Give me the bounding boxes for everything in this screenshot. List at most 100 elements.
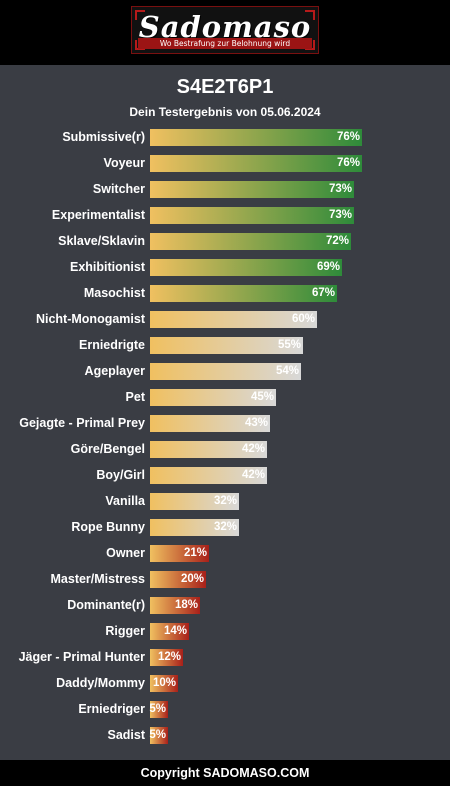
result-bar: 45%: [150, 389, 276, 406]
result-label: Submissive(r): [62, 130, 145, 144]
result-row: Experimentalist 73%: [0, 207, 450, 224]
result-bar: 21%: [150, 545, 209, 562]
result-row: Owner 21%: [0, 545, 450, 562]
result-row: Dominante(r) 18%: [0, 597, 450, 614]
result-label: Erniedrigte: [79, 338, 145, 352]
result-label: Exhibitionist: [70, 260, 145, 274]
result-label: Experimentalist: [51, 208, 145, 222]
result-bar: 14%: [150, 623, 189, 640]
result-bar: 32%: [150, 519, 239, 536]
result-label: Masochist: [83, 286, 145, 300]
result-row: Daddy/Mommy 10%: [0, 675, 450, 692]
result-percent: 72%: [325, 235, 349, 247]
result-row: Masochist 67%: [0, 285, 450, 302]
result-label: Sklave/Sklavin: [58, 234, 145, 248]
result-label: Vanilla: [105, 494, 145, 508]
result-percent: 76%: [336, 131, 360, 143]
result-label: Nicht-Monogamist: [35, 312, 145, 326]
result-percent: 69%: [316, 261, 340, 273]
result-percent: 54%: [275, 365, 299, 377]
result-label: Sadist: [107, 728, 145, 742]
result-bar: 42%: [150, 441, 267, 458]
result-percent: 5%: [149, 703, 166, 715]
result-bar: 10%: [150, 675, 178, 692]
result-label: Boy/Girl: [96, 468, 145, 482]
result-percent: 12%: [157, 651, 181, 663]
result-bar: 32%: [150, 493, 239, 510]
result-percent: 21%: [183, 547, 207, 559]
result-bar: 67%: [150, 285, 337, 302]
result-percent: 76%: [336, 157, 360, 169]
result-row: Nicht-Monogamist 60%: [0, 311, 450, 328]
result-row: Gejagte - Primal Prey 43%: [0, 415, 450, 432]
result-row: Exhibitionist 69%: [0, 259, 450, 276]
result-label: Jäger - Primal Hunter: [18, 650, 145, 664]
result-row: Rope Bunny 32%: [0, 519, 450, 536]
result-bar: 5%: [149, 727, 168, 744]
result-percent: 45%: [250, 391, 274, 403]
result-label: Voyeur: [103, 156, 145, 170]
result-bar: 73%: [150, 207, 354, 224]
result-row: Sklave/Sklavin 72%: [0, 233, 450, 250]
header-bar: Sadomaso Wo Bestrafung zur Belohnung wir…: [0, 0, 450, 65]
result-row: Vanilla 32%: [0, 493, 450, 510]
result-bar: 73%: [150, 181, 354, 198]
result-label: Gejagte - Primal Prey: [19, 416, 145, 430]
result-bar: 12%: [150, 649, 183, 666]
result-row: Submissive(r) 76%: [0, 129, 450, 146]
result-percent: 60%: [291, 313, 315, 325]
result-row: Göre/Bengel 42%: [0, 441, 450, 458]
logo-tagline: Wo Bestrafung zur Belohnung wird: [138, 38, 312, 49]
result-row: Rigger 14%: [0, 623, 450, 640]
result-row: Boy/Girl 42%: [0, 467, 450, 484]
result-row: Pet 45%: [0, 389, 450, 406]
result-label: Daddy/Mommy: [56, 676, 145, 690]
result-percent: 67%: [311, 287, 335, 299]
result-percent: 14%: [163, 625, 187, 637]
result-bar: 18%: [150, 597, 200, 614]
result-bar: 54%: [150, 363, 301, 380]
result-label: Ageplayer: [84, 364, 145, 378]
result-percent: 10%: [152, 677, 176, 689]
result-label: Göre/Bengel: [70, 442, 145, 456]
result-bar: 69%: [150, 259, 342, 276]
result-percent: 42%: [241, 469, 265, 481]
result-label: Owner: [106, 546, 145, 560]
result-row: Switcher 73%: [0, 181, 450, 198]
site-logo[interactable]: Sadomaso Wo Bestrafung zur Belohnung wir…: [131, 6, 319, 54]
result-percent: 18%: [174, 599, 198, 611]
result-row: Ageplayer 54%: [0, 363, 450, 380]
result-row: Master/Mistress 20%: [0, 571, 450, 588]
result-row: Jäger - Primal Hunter 12%: [0, 649, 450, 666]
result-row: Erniedrigte 55%: [0, 337, 450, 354]
logo-corner-ornament: [135, 10, 145, 20]
result-percent: 73%: [328, 183, 352, 195]
result-bar: 72%: [150, 233, 351, 250]
result-label: Switcher: [92, 182, 145, 196]
result-bar: 60%: [150, 311, 317, 328]
result-bar: 43%: [150, 415, 270, 432]
result-percent: 20%: [180, 573, 204, 585]
logo-corner-ornament: [305, 40, 315, 50]
result-percent: 43%: [244, 417, 268, 429]
result-bar: 5%: [149, 701, 168, 718]
result-bar: 20%: [150, 571, 206, 588]
result-percent: 32%: [213, 495, 237, 507]
result-bar: 76%: [150, 155, 362, 172]
result-label: Rope Bunny: [71, 520, 145, 534]
logo-corner-ornament: [135, 40, 145, 50]
page-title: S4E2T6P1: [176, 76, 274, 98]
logo-corner-ornament: [305, 10, 315, 20]
result-percent: 55%: [277, 339, 301, 351]
result-bar: 76%: [150, 129, 362, 146]
result-bar: 42%: [150, 467, 267, 484]
result-row: Erniedriger 5%: [0, 701, 450, 718]
result-label: Dominante(r): [67, 598, 145, 612]
result-percent: 5%: [149, 729, 166, 741]
footer-copyright: Copyright SADOMASO.COM: [0, 760, 450, 786]
result-label: Rigger: [105, 624, 145, 638]
result-label: Erniedriger: [78, 702, 145, 716]
result-date-subtitle: Dein Testergebnis von 05.06.2024: [129, 105, 321, 119]
result-label: Pet: [125, 390, 145, 404]
result-percent: 32%: [213, 521, 237, 533]
